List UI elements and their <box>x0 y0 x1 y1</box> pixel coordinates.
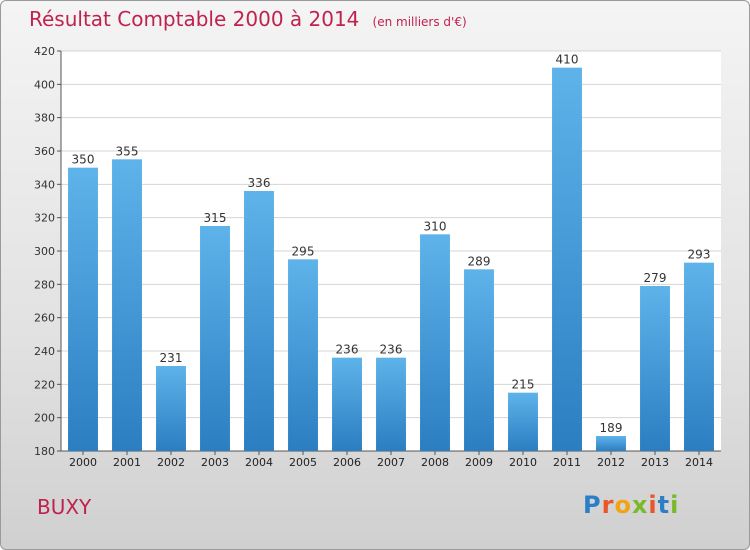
chart-title: Résultat Comptable 2000 à 2014 <box>29 7 360 31</box>
bar <box>552 67 582 452</box>
y-tick-label: 380 <box>34 112 55 125</box>
data-label: 293 <box>688 248 711 262</box>
x-tick-label: 2005 <box>289 456 317 469</box>
logo-letter: r <box>601 491 615 519</box>
x-tick-label: 2010 <box>509 456 537 469</box>
y-tick-label: 220 <box>34 378 55 391</box>
y-tick-label: 320 <box>34 212 55 225</box>
y-tick-label: 360 <box>34 145 55 158</box>
bar <box>156 366 186 451</box>
x-tick-label: 2000 <box>69 456 97 469</box>
bar <box>332 357 362 451</box>
bar <box>244 191 274 451</box>
logo-letter: i <box>670 491 680 519</box>
commune-name: BUXY <box>37 495 92 519</box>
x-tick-label: 2001 <box>113 456 141 469</box>
data-label: 410 <box>556 53 579 67</box>
x-tick-label: 2004 <box>245 456 273 469</box>
logo-letter: t <box>657 491 671 519</box>
data-label: 355 <box>116 144 139 158</box>
data-label: 295 <box>292 244 315 258</box>
data-label: 236 <box>380 343 403 357</box>
data-label: 310 <box>424 219 447 233</box>
data-label: 231 <box>160 351 183 365</box>
x-tick-label: 2013 <box>641 456 669 469</box>
bar <box>420 234 450 451</box>
x-tick-label: 2011 <box>553 456 581 469</box>
x-tick-label: 2008 <box>421 456 449 469</box>
bar <box>112 159 142 452</box>
x-tick-label: 2012 <box>597 456 625 469</box>
data-label: 336 <box>248 176 271 190</box>
y-tick-label: 200 <box>34 412 55 425</box>
bar <box>596 436 626 451</box>
data-label: 279 <box>644 271 667 285</box>
bar <box>508 392 538 451</box>
logo-letter: i <box>648 491 658 519</box>
logo-letter: x <box>631 491 649 519</box>
x-tick-label: 2009 <box>465 456 493 469</box>
data-label: 289 <box>468 254 491 268</box>
bar <box>464 269 494 451</box>
bar <box>684 262 714 451</box>
logo-letter: o <box>614 491 632 519</box>
bar <box>288 259 318 451</box>
bar <box>376 357 406 451</box>
proxiti-logo: Proxiti <box>583 491 679 519</box>
x-tick-label: 2003 <box>201 456 229 469</box>
logo-letter: P <box>583 491 602 519</box>
data-label: 350 <box>72 153 95 167</box>
y-tick-label: 420 <box>34 45 55 58</box>
chart-subtitle: (en milliers d'€) <box>372 15 467 29</box>
x-tick-label: 2006 <box>333 456 361 469</box>
x-tick-label: 2002 <box>157 456 185 469</box>
bar <box>68 167 98 451</box>
data-label: 315 <box>204 211 227 225</box>
x-tick-label: 2014 <box>685 456 713 469</box>
x-tick-label: 2007 <box>377 456 405 469</box>
y-tick-label: 240 <box>34 345 55 358</box>
y-tick-label: 400 <box>34 78 55 91</box>
data-label: 236 <box>336 343 359 357</box>
data-label: 215 <box>512 378 535 392</box>
y-tick-label: 280 <box>34 278 55 291</box>
y-tick-label: 300 <box>34 245 55 258</box>
bar <box>200 226 230 451</box>
y-tick-label: 260 <box>34 312 55 325</box>
y-tick-label: 180 <box>34 445 55 458</box>
y-tick-label: 340 <box>34 178 55 191</box>
data-label: 189 <box>600 421 623 435</box>
title-row: Résultat Comptable 2000 à 2014 (en milli… <box>29 7 467 31</box>
bar <box>640 286 670 451</box>
